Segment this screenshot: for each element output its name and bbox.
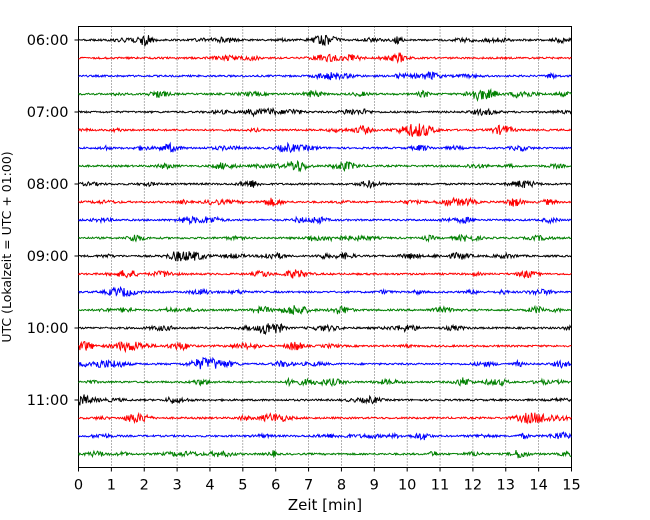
x-tick-label: 3 bbox=[172, 478, 181, 494]
trace-line bbox=[78, 304, 572, 316]
trace-line bbox=[78, 52, 572, 64]
x-tick-label: 1 bbox=[107, 478, 116, 494]
x-tick-label: 15 bbox=[562, 478, 580, 494]
seismic-traces bbox=[78, 34, 572, 459]
trace-line bbox=[78, 411, 572, 425]
trace-line bbox=[78, 376, 572, 388]
trace-line bbox=[78, 431, 572, 441]
y-tick-label: 10:00 bbox=[27, 321, 69, 337]
trace-line bbox=[78, 356, 572, 370]
y-tick-label: 07:00 bbox=[27, 105, 69, 121]
trace-line bbox=[78, 179, 572, 190]
y-tick-label: 06:00 bbox=[27, 33, 69, 49]
x-tick-label: 4 bbox=[205, 478, 214, 494]
trace-line bbox=[78, 70, 572, 81]
x-axis-label: Zeit [min] bbox=[288, 496, 362, 514]
trace-line bbox=[78, 88, 572, 103]
trace-line bbox=[78, 285, 572, 298]
x-tick-label: 7 bbox=[304, 478, 313, 494]
x-tick-label: 14 bbox=[529, 478, 547, 494]
x-tick-label: 13 bbox=[497, 478, 515, 494]
trace-line bbox=[78, 323, 572, 336]
x-tick-label: 0 bbox=[74, 478, 83, 494]
trace-line bbox=[78, 141, 572, 154]
x-tick-label: 11 bbox=[431, 478, 449, 494]
x-tick-label: 2 bbox=[140, 478, 149, 494]
x-tick-label: 6 bbox=[271, 478, 280, 494]
trace-line bbox=[78, 34, 572, 48]
trace-line bbox=[78, 107, 572, 118]
trace-line bbox=[78, 159, 572, 173]
x-tick-label: 5 bbox=[238, 478, 247, 494]
trace-line bbox=[78, 123, 572, 137]
x-tick-label: 10 bbox=[398, 478, 416, 494]
y-axis-label: UTC (Lokalzeit = UTC + 01:00) bbox=[0, 151, 14, 342]
trace-line bbox=[78, 251, 572, 262]
trace-line bbox=[78, 449, 572, 459]
plot-frame bbox=[78, 26, 572, 468]
y-tick-label: 11:00 bbox=[27, 393, 69, 409]
y-tick-label: 09:00 bbox=[27, 249, 69, 265]
trace-line bbox=[78, 394, 572, 406]
trace-line bbox=[78, 340, 572, 354]
trace-line bbox=[78, 196, 572, 207]
x-tick-label: 8 bbox=[337, 478, 346, 494]
x-axis: 0 1 2 3 4 5 6 7 8 9 10 11 12 13 14 15 bbox=[74, 467, 581, 494]
y-tick-label: 08:00 bbox=[27, 177, 69, 193]
x-tick-label: 9 bbox=[370, 478, 379, 494]
trace-line bbox=[78, 233, 572, 243]
trace-line bbox=[78, 215, 572, 226]
y-axis: 06:00 07:00 08:00 09:00 10:00 11:00 bbox=[27, 33, 79, 409]
x-tick-label: 12 bbox=[464, 478, 482, 494]
trace-line bbox=[78, 269, 572, 279]
